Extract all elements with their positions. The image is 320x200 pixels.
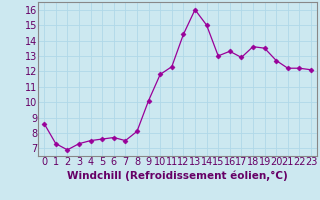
X-axis label: Windchill (Refroidissement éolien,°C): Windchill (Refroidissement éolien,°C): [67, 170, 288, 181]
